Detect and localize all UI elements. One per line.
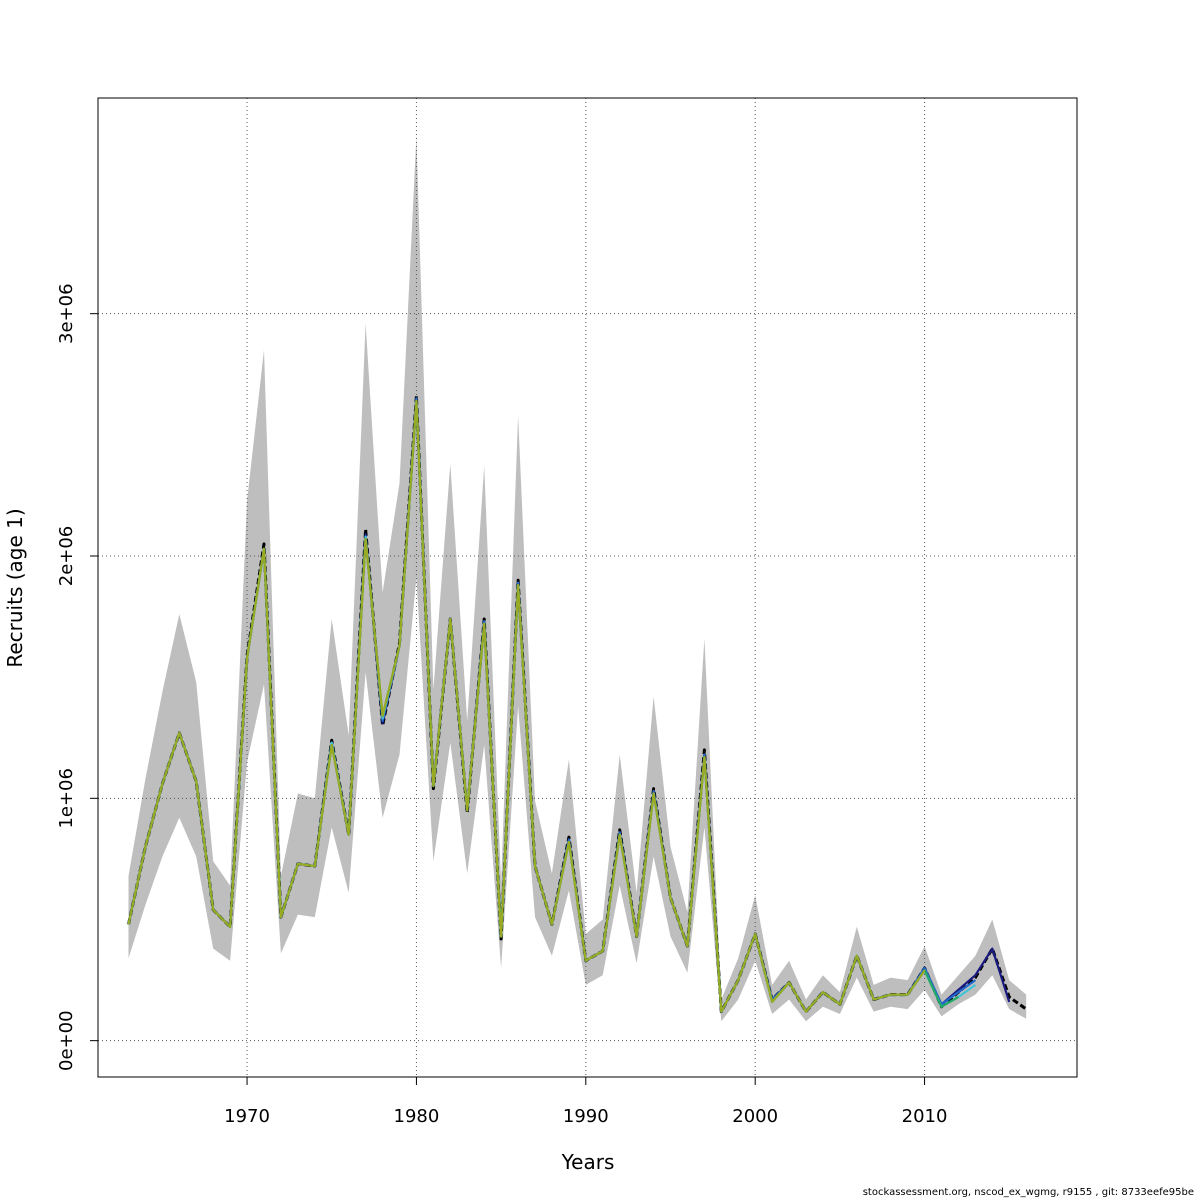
footer-credit: stockassessment.org, nscod_ex_wgmg, r915… <box>862 1187 1194 1198</box>
y-axis-title: Recruits (age 1) <box>3 508 27 667</box>
x-tick-label-2: 1990 <box>563 1106 609 1127</box>
y-tick-label-3: 3e+06 <box>56 283 77 344</box>
series-layer <box>127 394 1028 1014</box>
x-tick-label-0: 1970 <box>224 1106 270 1127</box>
confidence-band <box>128 136 1027 1022</box>
x-axis-title: Years <box>561 1150 615 1174</box>
confidence-band-layer <box>128 136 1027 1022</box>
x-tick-label-4: 2010 <box>902 1106 948 1127</box>
y-tick-label-2: 2e+06 <box>56 526 77 587</box>
series-line-5 <box>127 399 926 1013</box>
y-tick-label-1: 1e+06 <box>56 768 77 829</box>
axis-layer: 1970 1980 1990 2000 2010 0e+00 1e+06 2e+06 3e+06 <box>56 283 947 1127</box>
x-tick-label-1: 1980 <box>394 1106 440 1127</box>
y-tick-label-0: 0e+00 <box>56 1010 77 1071</box>
x-tick-label-3: 2000 <box>732 1106 778 1127</box>
